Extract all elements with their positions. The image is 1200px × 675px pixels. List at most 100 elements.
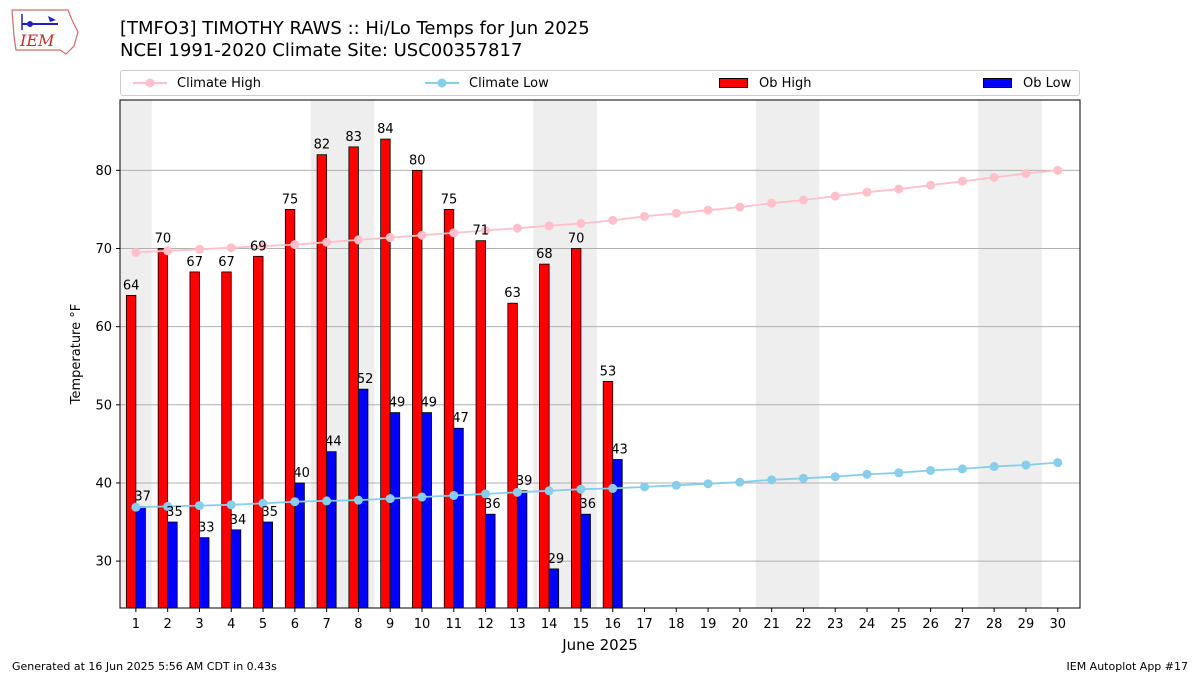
x-tick-label: 19 [700,617,717,632]
ob-low-bar [230,529,242,608]
climate-low-point [798,473,808,483]
climate-high-point [703,205,713,215]
climate-low-point [512,487,522,497]
x-tick-label: 23 [827,617,844,632]
climate-low-point [322,496,332,506]
legend-ob-high: Ob High [719,71,812,95]
climate-high-point [957,176,967,186]
climate-low-point [131,502,141,512]
climate-high-point [640,211,650,221]
climate-high-point [767,198,777,208]
ob-high-label: 64 [123,278,140,293]
x-tick-label: 29 [1018,617,1035,632]
x-tick-label: 22 [795,617,812,632]
chart-subtitle: NCEI 1991-2020 Climate Site: USC00357817 [120,40,523,61]
climate-high-point [1021,168,1031,178]
climate-high-point [290,240,300,250]
climate-low-point [957,464,967,474]
x-tick-label: 16 [604,617,621,632]
ob-low-bar [580,513,591,608]
x-tick-label: 5 [259,617,267,632]
climate-high-point [449,228,459,238]
climate-high-point [1053,165,1063,175]
ob-high-label: 71 [473,224,490,239]
weekend-shade [755,100,788,608]
weekend-shade [1010,100,1042,608]
climate-high-point [131,247,141,257]
ob-low-bar [421,412,432,608]
ob-low-swatch [983,78,1012,88]
ob-high-bar [253,255,264,608]
legend-climate-high-label: Climate High [177,75,262,91]
climate-low-point [163,501,173,511]
ob-low-label: 52 [357,372,374,387]
ob-low-label: 36 [579,497,596,512]
ob-high-label: 70 [568,231,585,246]
ob-low-bar [516,490,528,608]
climate-low-point [385,494,395,504]
ob-low-bar [199,537,210,608]
y-axis-label: Temperature °F [69,304,84,405]
x-tick-label: 26 [922,617,939,632]
ob-low-bar [453,427,464,608]
ob-low-bar [294,482,305,608]
climate-low-point [830,472,840,482]
generated-note: Generated at 16 Jun 2025 5:56 AM CDT in … [12,660,277,673]
ob-low-bar [548,568,560,608]
ob-high-label: 75 [282,192,299,207]
ob-low-label: 37 [134,489,151,504]
ob-low-label: 47 [452,411,469,426]
x-tick-label: 13 [509,617,526,632]
climate-low-point [926,465,936,475]
ob-high-bar [348,146,359,608]
climate-high-point [989,172,999,182]
ob-low-label: 34 [230,513,247,528]
climate-low-point [767,475,777,485]
bars-group [125,138,623,608]
x-tick-label: 10 [414,617,431,632]
climate-high-point [258,241,268,251]
climate-low-line [135,461,1058,509]
ob-low-label: 43 [611,443,628,458]
x-tick-label: 15 [573,617,590,632]
climate-high-point [385,233,395,243]
x-tick-label: 20 [732,617,749,632]
x-tick-label: 18 [668,617,685,632]
ob-high-label: 69 [250,239,267,254]
ob-low-bar [612,459,623,608]
climate-low-point [703,479,713,489]
ob-high-label: 84 [377,122,394,137]
ob-high-bar [125,294,137,608]
climate-high-line [135,169,1058,254]
ob-high-swatch [719,78,748,88]
climate-low-point [290,497,300,507]
x-tick-label: 4 [227,617,235,632]
x-tick-label: 11 [446,617,463,632]
climate-high-point [544,221,554,231]
climate-high-point [926,180,936,190]
legend-climate-low-label: Climate Low [469,75,549,91]
climate-low-point [417,492,427,502]
climate-low-point [894,468,904,478]
x-tick-label: 3 [195,617,203,632]
x-tick-label: 12 [477,617,494,632]
climate-high-point [512,223,522,233]
climate-high-point [798,195,808,205]
x-tick-label: 14 [541,617,558,632]
ob-low-bar [326,451,337,608]
climate-low-point [226,500,236,510]
ob-high-bar [539,263,550,608]
ob-high-bar [157,248,169,608]
ob-low-bar [485,513,496,608]
ob-high-bar [380,138,391,608]
climate-high-point [735,202,745,212]
climate-high-swatch [133,78,167,88]
climate-high-point [671,208,681,218]
climate-low-swatch [425,78,459,88]
ob-high-label: 68 [536,247,553,262]
x-tick-label: 2 [164,617,172,632]
y-tick-label: 70 [95,242,112,257]
legend-ob-high-label: Ob High [759,75,812,91]
x-tick-label: 24 [859,617,876,632]
